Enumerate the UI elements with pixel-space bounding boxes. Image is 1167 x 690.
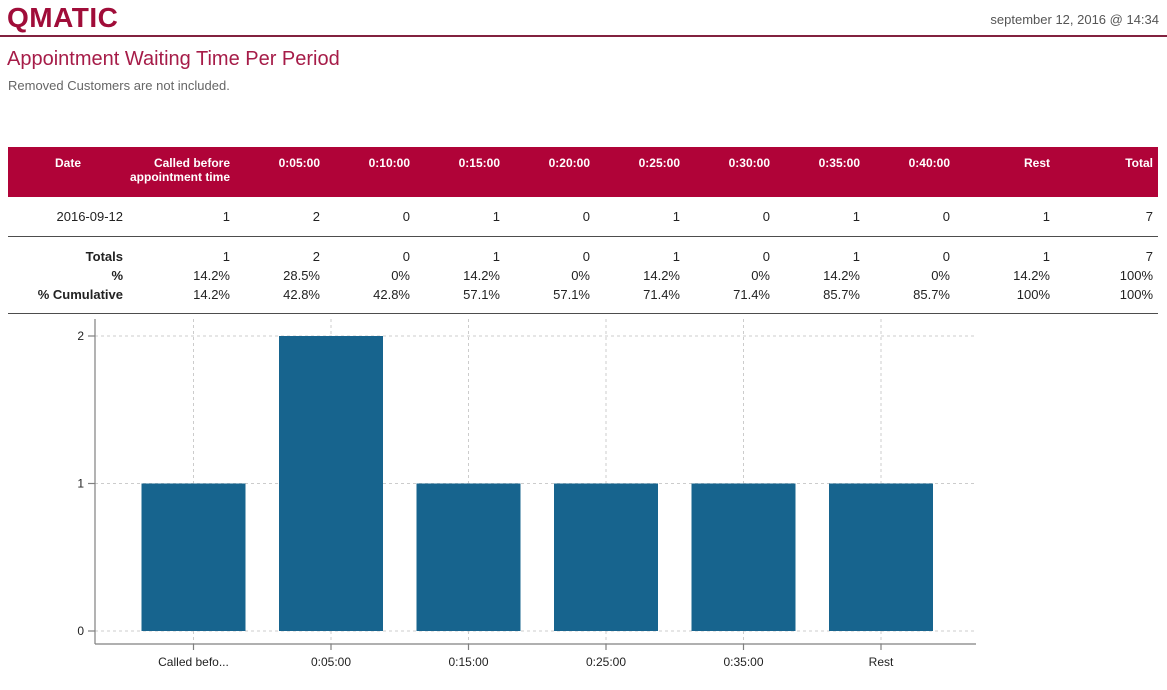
summary-value: 14.2% [823, 268, 860, 283]
summary-label: % [111, 268, 123, 283]
table-header-cell: 0:15:00 [415, 147, 505, 197]
page-subtitle: Removed Customers are not included. [8, 78, 230, 93]
summary-value: 2 [312, 249, 320, 264]
summary-value: 1 [222, 249, 230, 264]
value-cell: 1 [415, 197, 505, 237]
value-cell: 1 [775, 197, 865, 237]
summary-value: 14.2% [193, 268, 230, 283]
summary-value: 0 [582, 249, 590, 264]
table-header-cell: 0:30:00 [685, 147, 775, 197]
summary-value: 0% [391, 268, 410, 283]
table-header-cell: Rest [955, 147, 1055, 197]
table-header-cell: 0:05:00 [235, 147, 325, 197]
summary-value: 14.2% [463, 268, 500, 283]
table-body: 2016-09-12 1 2 0 1 0 1 0 1 0 1 7 Totals 1 2 0 1 0 1 0 1 0 1 7% 1… [8, 197, 1158, 314]
x-tick-label: Called befo... [158, 655, 229, 669]
y-tick-label: 0 [77, 624, 84, 638]
bar [279, 336, 383, 631]
summary-value: 0% [751, 268, 770, 283]
summary-value: 1 [492, 249, 500, 264]
value-cell: 2 [235, 197, 325, 237]
y-tick-label: 2 [77, 329, 84, 343]
summary-value: 14.2% [1013, 268, 1050, 283]
x-tick-label: 0:25:00 [586, 655, 626, 669]
y-tick-label: 1 [77, 477, 84, 491]
x-tick-label: 0:35:00 [723, 655, 763, 669]
summary-value: 0 [762, 249, 770, 264]
summary-value: 42.8% [325, 285, 415, 314]
bar [554, 483, 658, 631]
date-cell: 2016-09-12 [8, 197, 128, 237]
table-header-cell: 0:40:00 [865, 147, 955, 197]
summary-value: 14.2% [643, 268, 680, 283]
summary-value: 28.5% [283, 268, 320, 283]
table-header-cell: 0:35:00 [775, 147, 865, 197]
value-cell: 0 [685, 197, 775, 237]
summary-value: 100% [955, 285, 1055, 314]
summary-value: 7 [1145, 249, 1153, 264]
table-header-cell: 0:25:00 [595, 147, 685, 197]
value-cell: 1 [955, 197, 1055, 237]
summary-value: 14.2% [128, 285, 235, 314]
table-header-cell: 0:10:00 [325, 147, 415, 197]
bar [141, 483, 246, 631]
summary-value: 1 [672, 249, 680, 264]
table-header-cell: Called before appointment time [128, 147, 235, 197]
qmatic-logo: QMATIC [7, 2, 119, 33]
summary-row: Totals 1 2 0 1 0 1 0 1 0 1 7 [8, 237, 1158, 267]
x-tick-label: 0:05:00 [311, 655, 351, 669]
value-cell: 0 [325, 197, 415, 237]
summary-row: % Cumulative 14.2% 42.8% 42.8% 57.1% 57.1% 71.… [8, 285, 1158, 314]
waiting-time-bar-chart: 0 1 2 Called befo... 0:05:00 0:15:00 0:25:00 0:… [77, 319, 976, 669]
table-header-cell: Date [8, 147, 128, 197]
bar [829, 483, 933, 631]
header-divider [0, 35, 1167, 37]
summary-label: % Cumulative [8, 285, 128, 314]
summary-value: 1 [1042, 249, 1050, 264]
summary-value: 57.1% [505, 285, 595, 314]
summary-value: 100% [1055, 285, 1158, 314]
summary-value: 85.7% [865, 285, 955, 314]
table-header-cell: Total [1055, 147, 1158, 197]
report-datetime: september 12, 2016 @ 14:34 [990, 12, 1159, 27]
value-cell: 7 [1055, 197, 1158, 237]
summary-value: 42.8% [235, 285, 325, 314]
summary-value: 100% [1119, 268, 1153, 283]
summary-value: 71.4% [595, 285, 685, 314]
summary-value: 0% [571, 268, 590, 283]
page-title: Appointment Waiting Time Per Period [7, 48, 340, 70]
value-cell: 0 [865, 197, 955, 237]
table-row: 2016-09-12 1 2 0 1 0 1 0 1 0 1 7 [8, 197, 1158, 237]
summary-value: 85.7% [775, 285, 865, 314]
waiting-time-table: Date Called before appointment time 0:05:0… [8, 147, 1158, 314]
value-cell: 0 [505, 197, 595, 237]
table-header-cell: 0:20:00 [505, 147, 595, 197]
value-cell: 1 [128, 197, 235, 237]
summary-value: 0 [942, 249, 950, 264]
x-tick-label: Rest [869, 655, 894, 669]
summary-row: % 14.2% 28.5% 0% 14.2% 0% 14.2% 0% 14.2% 0% 14.2% 1… [8, 266, 1158, 285]
summary-value: 57.1% [415, 285, 505, 314]
bar [416, 483, 521, 631]
summary-value: 0% [931, 268, 950, 283]
summary-value: 0 [402, 249, 410, 264]
summary-value: 1 [852, 249, 860, 264]
summary-value: 71.4% [685, 285, 775, 314]
value-cell: 1 [595, 197, 685, 237]
summary-label: Totals [85, 249, 123, 264]
bar [691, 483, 796, 631]
table-header-row: Date Called before appointment time 0:05:0… [8, 147, 1158, 197]
x-tick-label: 0:15:00 [448, 655, 488, 669]
